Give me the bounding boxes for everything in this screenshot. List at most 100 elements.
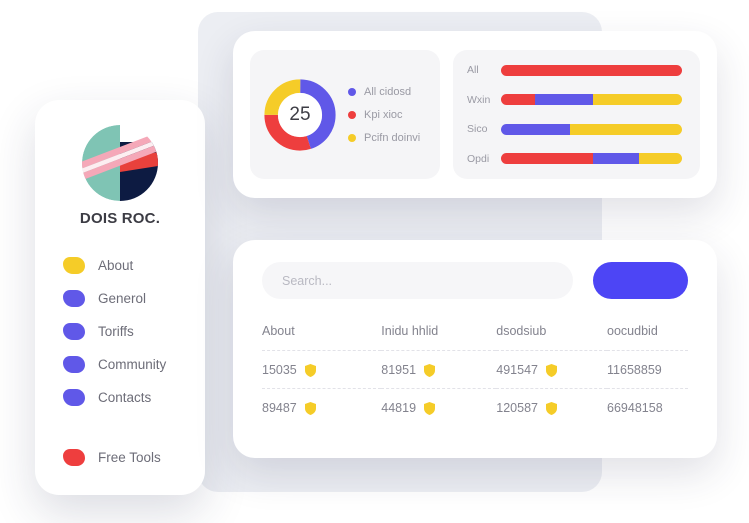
shield-icon [424, 363, 436, 377]
table-header-row: About Inidu hhlid dsodsiub oocudbid [262, 324, 688, 351]
bar-track [501, 94, 682, 106]
shield-icon [304, 363, 316, 377]
analytics-card: 25 All cidosd Kpi xioc Pcifn doinvi [233, 31, 717, 198]
bullet-icon [63, 356, 85, 373]
sidebar-item-generol[interactable]: Generol [63, 282, 205, 315]
shield-icon [546, 401, 557, 415]
sidebar-item-label: Free Tools [98, 450, 161, 465]
legend-label: All cidosd [364, 85, 412, 98]
bar-track [501, 123, 682, 135]
donut-chart-svg [264, 78, 336, 151]
cell-value: 491547 [496, 363, 538, 377]
bullet-icon [63, 449, 85, 466]
bullet-icon [63, 290, 85, 307]
sidebar-item-community[interactable]: Community [63, 348, 205, 381]
donut-chart: 25 [262, 77, 338, 153]
bar-segment-yellow [593, 94, 682, 106]
bar-row: Opdi [467, 153, 682, 165]
donut-chart-panel: 25 All cidosd Kpi xioc Pcifn doinvi [250, 50, 440, 179]
bar-track [501, 153, 682, 165]
legend-item: Pcifn doinvi [348, 132, 420, 144]
search-button[interactable] [593, 262, 688, 299]
cell-value: 81951 [381, 363, 417, 377]
bar-segment-yellow [638, 153, 682, 165]
sidebar-item-label: Toriffs [98, 324, 134, 339]
legend-item: All cidosd [348, 86, 420, 98]
sidebar-item-free-tools[interactable]: Free Tools [63, 441, 205, 474]
brand-logo-icon [82, 125, 158, 201]
donut-legend: All cidosd Kpi xioc Pcifn doinvi [348, 86, 420, 144]
bar-track [501, 64, 682, 76]
column-header[interactable]: About [262, 324, 295, 338]
bar-segment-red [501, 94, 536, 106]
bullet-icon [63, 257, 85, 274]
bar-segment-purple [535, 94, 594, 106]
bar-category-label: Opdi [467, 152, 490, 165]
column-header[interactable]: dsodsiub [496, 324, 547, 338]
data-table: About Inidu hhlid dsodsiub oocudbid 1503… [262, 324, 688, 426]
bar-category-label: Wxin [467, 93, 491, 106]
brand-title: DOIS ROC. [79, 210, 161, 227]
table-cell: 11658859 [607, 363, 662, 377]
shield-icon [304, 401, 316, 415]
sidebar-item-label: About [98, 258, 134, 273]
table-cell: 89487 [262, 389, 381, 427]
sidebar-item-label: Contacts [98, 390, 152, 405]
cell-value: 89487 [262, 401, 297, 415]
brand-logo [35, 122, 205, 204]
sidebar-nav: About Generol Toriffs Community Contacts… [35, 249, 205, 474]
bar-segment-red [501, 153, 594, 165]
table-cell: 120587 [496, 389, 607, 427]
shield-icon [546, 363, 557, 377]
table-cell: 81951 [381, 351, 496, 389]
data-table-card: About Inidu hhlid dsodsiub oocudbid 1503… [233, 240, 717, 458]
sidebar-item-about[interactable]: About [63, 249, 205, 282]
table-body: 15035 81951 [262, 350, 688, 427]
decor-block-bottom-right [638, 487, 749, 523]
decor-block-top-left [0, 0, 194, 57]
bar-segment-red [501, 64, 682, 76]
donut-segment-0 [264, 78, 336, 151]
legend-label: Kpi xioc [364, 108, 403, 121]
legend-label: Pcifn doinvi [364, 131, 421, 144]
sidebar-item-label: Community [98, 357, 167, 372]
table-cell: 491547 [496, 351, 607, 389]
column-header[interactable]: oocudbid [607, 324, 658, 338]
bar-segment-purple [593, 153, 639, 165]
sidebar: DOIS ROC. About Generol Toriffs Communit… [35, 100, 205, 495]
cell-value: 120587 [496, 401, 538, 415]
bar-category-label: Sico [467, 123, 488, 136]
search-input[interactable] [262, 262, 573, 299]
legend-dot-icon [348, 87, 356, 96]
sidebar-item-contacts[interactable]: Contacts [63, 381, 205, 414]
donut-segment-1 [264, 78, 336, 151]
bar-segment-yellow [569, 123, 682, 135]
bar-segment-purple [501, 123, 570, 135]
legend-dot-icon [348, 110, 356, 119]
column-header[interactable]: Inidu hhlid [381, 324, 439, 338]
cell-value: 15035 [262, 363, 297, 377]
bar-chart-panel: All Wxin Sico [453, 50, 700, 179]
search-row [262, 262, 688, 299]
table-cell: 15035 [262, 351, 381, 389]
table-row[interactable]: 15035 81951 [262, 350, 688, 389]
bar-row: All [467, 64, 682, 76]
bar-row: Sico [467, 123, 682, 135]
bar-row: Wxin [467, 94, 682, 106]
cell-value: 44819 [381, 401, 417, 415]
legend-dot-icon [348, 133, 356, 142]
bullet-icon [63, 323, 85, 340]
legend-item: Kpi xioc [348, 109, 420, 121]
table-row[interactable]: 89487 44819 [262, 388, 688, 427]
bullet-icon [63, 389, 85, 406]
table-cell: 44819 [381, 389, 496, 427]
table-head: About Inidu hhlid dsodsiub oocudbid [262, 324, 688, 351]
sidebar-item-label: Generol [98, 291, 147, 306]
donut-center-value: 25 [289, 103, 311, 125]
donut-segment-2 [264, 78, 336, 151]
shield-icon [424, 401, 436, 415]
table-cell: 66948158 [607, 401, 663, 415]
sidebar-item-toriffs[interactable]: Toriffs [63, 315, 205, 348]
bar-category-label: All [467, 64, 479, 76]
